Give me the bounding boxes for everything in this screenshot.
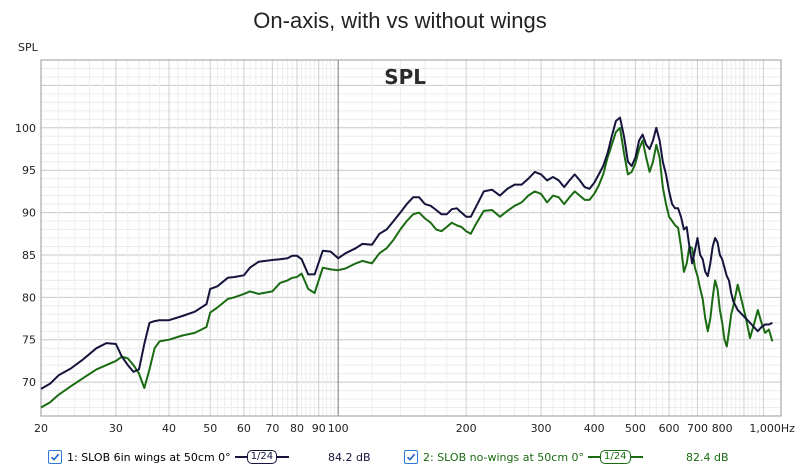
- legend-item-2[interactable]: 2: SLOB no-wings at 50cm 0° 1/24: [404, 446, 647, 468]
- x-tick-label: 800: [712, 422, 733, 435]
- legend-label-1: 1: SLOB 6in wings at 50cm 0°: [67, 450, 231, 464]
- y-tick-label: 90: [22, 207, 36, 220]
- x-tick-label: 400: [584, 422, 605, 435]
- x-tick-label: 200: [456, 422, 477, 435]
- series-lines: [40, 116, 774, 409]
- plot-frame: [40, 59, 782, 417]
- series-line-2: [40, 126, 774, 409]
- smoothing-badge-2: 1/24: [600, 450, 631, 464]
- legend-item-1[interactable]: 1: SLOB 6in wings at 50cm 0° 1/24: [48, 446, 293, 468]
- x-tick-label: 90: [312, 422, 326, 435]
- x-tick-label: 60: [237, 422, 251, 435]
- x-tick-label: 300: [531, 422, 552, 435]
- y-tick-labels: 70 75 80 85 90 95 100: [15, 122, 36, 389]
- legend-checkbox-2[interactable]: [404, 450, 418, 464]
- smoothing-badge-1: 1/24: [246, 450, 278, 464]
- checkmark-icon: [50, 453, 60, 461]
- grid-lines: [41, 59, 781, 417]
- x-tick-label: 500: [625, 422, 646, 435]
- x-tick-label: 80: [290, 422, 304, 435]
- x-tick-label: 40: [162, 422, 176, 435]
- x-tick-label: 700: [687, 422, 708, 435]
- legend-checkbox-1[interactable]: [48, 450, 62, 464]
- legend-level-2: 82.4 dB: [686, 450, 729, 464]
- x-tick-label: 600: [659, 422, 680, 435]
- legend-line-sample-2: 1/24: [588, 450, 643, 464]
- y-tick-label: 80: [22, 291, 36, 304]
- x-tick-label: 30: [109, 422, 123, 435]
- x-tick-labels: 20 30 40 50 60 70 80 90 100 200 300 400 500 600 700 800…: [34, 422, 795, 435]
- y-tick-label: 100: [15, 122, 36, 135]
- x-tick-label: 1,000Hz: [749, 422, 795, 435]
- y-tick-label: 85: [22, 249, 36, 262]
- chart-watermark: SPL: [384, 65, 426, 89]
- y-tick-label: 75: [22, 334, 36, 347]
- y-tick-label: 95: [22, 164, 36, 177]
- legend-level-1: 84.2 dB: [328, 450, 371, 464]
- spl-chart: SPL SPL 70 75 80 85 90 95 100 20 30 40 50 60 70 80 90…: [15, 41, 795, 435]
- y-axis-label: SPL: [18, 41, 39, 54]
- legend-label-2: 2: SLOB no-wings at 50cm 0°: [423, 450, 585, 464]
- series-line-1: [40, 116, 773, 390]
- chart-title: On-axis, with vs without wings: [253, 8, 547, 33]
- legend-line-sample-1: 1/24: [234, 450, 290, 464]
- y-tick-label: 70: [22, 376, 36, 389]
- checkmark-icon: [406, 453, 416, 461]
- legend: 1: SLOB 6in wings at 50cm 0° 1/24 84.2 d…: [0, 446, 800, 468]
- x-tick-label: 100: [328, 422, 349, 435]
- x-tick-label: 70: [265, 422, 279, 435]
- x-tick-label: 50: [203, 422, 217, 435]
- x-tick-label: 20: [34, 422, 48, 435]
